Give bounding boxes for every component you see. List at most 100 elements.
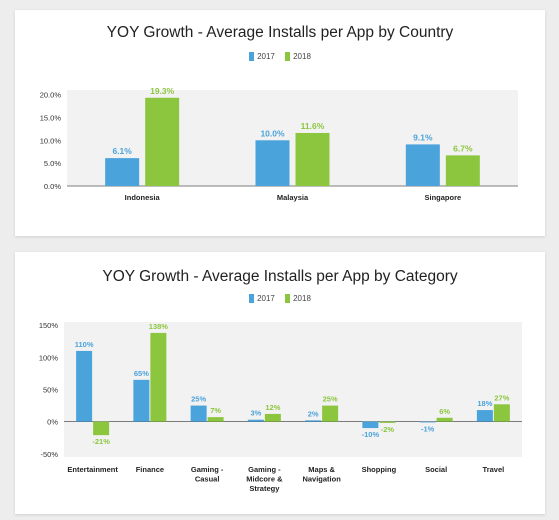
data-label-finance-2017: 65%: [134, 369, 149, 378]
data-label-entertainment-2017: 110%: [75, 340, 94, 349]
bar-singapore-2018: [445, 155, 480, 186]
bar-maps-navigation-2017: [305, 420, 322, 422]
data-label-entertainment-2018: -21%: [92, 437, 110, 446]
x-tick-label-gaming-midcore-strategy: Gaming -Midcore & Strategy: [246, 465, 283, 493]
bar-travel-2017: [476, 410, 493, 422]
legend-label-2018: 2018: [293, 52, 311, 61]
data-label-gaming-casual-2017: 25%: [191, 395, 206, 404]
x-tick-label-line: Gaming -: [248, 465, 281, 474]
data-label-travel-2017: 18%: [477, 399, 492, 408]
bar-maps-navigation-2018: [322, 405, 339, 422]
bar-gaming-casual-2018: [207, 417, 224, 422]
x-tick-label-shopping: Shopping: [362, 465, 397, 474]
country-chart-legend: 2017 2018: [15, 52, 545, 61]
x-tick-label-entertainment: Entertainment: [67, 465, 118, 474]
x-tick-label-finance: Finance: [136, 465, 164, 474]
legend-item-2017: 2017: [249, 294, 275, 303]
bar-social-2017: [419, 421, 436, 423]
data-label-gaming-midcore-strategy-2017: 3%: [250, 409, 261, 418]
x-tick-label-indonesia: Indonesia: [125, 193, 161, 202]
country-chart-title: YOY Growth - Average Installs per App by…: [106, 24, 454, 41]
bar-shopping-2017: [362, 421, 379, 429]
x-tick-label-line: Singapore: [424, 193, 461, 202]
x-tick-label-line: Shopping: [362, 465, 397, 474]
country-chart-card: YOY Growth - Average Installs per App by…: [15, 10, 545, 236]
data-label-maps-navigation-2017: 2%: [308, 409, 319, 418]
y-tick-label: 0.0%: [44, 182, 61, 191]
y-tick-label: 100%: [39, 353, 59, 362]
bar-malaysia-2018: [295, 132, 330, 186]
bar-entertainment-2017: [76, 350, 93, 422]
legend-item-2018: 2018: [285, 294, 311, 303]
data-label-shopping-2018: -2%: [381, 425, 395, 434]
y-tick-label: 10.0%: [40, 136, 62, 145]
category-chart-legend: 2017 2018: [15, 294, 545, 303]
x-tick-label-travel: Travel: [483, 465, 505, 474]
data-label-indonesia-2018: 19.3%: [150, 86, 175, 96]
bar-gaming-midcore-strategy-2017: [247, 419, 264, 422]
y-tick-label: 150%: [39, 321, 59, 330]
category-chart-title: YOY Growth - Average Installs per App by…: [102, 268, 458, 285]
x-tick-label-line: Indonesia: [125, 193, 161, 202]
data-label-shopping-2017: -10%: [362, 430, 380, 439]
bar-social-2018: [436, 417, 453, 422]
bar-entertainment-2018: [93, 421, 110, 436]
bar-gaming-midcore-strategy-2018: [264, 413, 281, 422]
plot-background: [64, 322, 522, 457]
x-tick-label-line: Social: [425, 465, 447, 474]
x-tick-label-social: Social: [425, 465, 447, 474]
data-label-maps-navigation-2018: 25%: [323, 395, 338, 404]
y-tick-label: 20.0%: [40, 91, 62, 100]
bar-indonesia-2018: [145, 97, 180, 186]
x-tick-label-line: Casual: [195, 475, 220, 484]
country-chart-plot: 20.0% 15.0% 10.0% 5.0% 0.0% 6.1% 19.3% Indonesi…: [40, 86, 518, 202]
bar-malaysia-2017: [255, 140, 290, 186]
bar-finance-2017: [133, 379, 150, 422]
x-tick-label-maps-navigation: Maps & Navigation: [302, 465, 341, 484]
bar-singapore-2017: [405, 144, 440, 186]
data-label-singapore-2017: 9.1%: [413, 132, 433, 142]
data-label-social-2018: 6%: [439, 407, 450, 416]
bar-indonesia-2017: [105, 158, 140, 186]
legend-swatch-2018: [285, 294, 291, 303]
data-label-travel-2018: 27%: [494, 393, 509, 402]
data-label-gaming-midcore-strategy-2018: 12%: [265, 403, 280, 412]
x-tick-label-line: Midcore &: [246, 475, 283, 484]
y-tick-label: 5.0%: [44, 159, 61, 168]
data-label-finance-2018: 138%: [149, 322, 169, 331]
x-tick-label-gaming-casual: Gaming -Casual: [191, 465, 224, 484]
x-tick-label-line: Strategy: [249, 484, 280, 493]
data-label-gaming-casual-2018: 7%: [210, 406, 221, 415]
legend-item-2017: 2017: [249, 52, 275, 61]
x-tick-label-line: Travel: [483, 465, 505, 474]
legend-item-2018: 2018: [285, 52, 311, 61]
x-tick-label-line: Finance: [136, 465, 164, 474]
legend-swatch-2018: [285, 52, 291, 61]
bar-shopping-2018: [379, 421, 396, 423]
x-tick-label-malaysia: Malaysia: [277, 193, 309, 202]
data-label-indonesia-2017: 6.1%: [112, 146, 132, 156]
x-tick-label-line: Navigation: [302, 475, 341, 484]
x-tick-label-singapore: Singapore: [424, 193, 461, 202]
bar-finance-2018: [150, 332, 167, 422]
legend-swatch-2017: [249, 52, 255, 61]
legend-label-2017: 2017: [257, 52, 275, 61]
x-tick-label-line: Gaming -: [191, 465, 224, 474]
data-label-social-2017: -1%: [421, 424, 435, 433]
y-tick-label: 15.0%: [40, 113, 62, 122]
bar-gaming-casual-2017: [190, 405, 207, 422]
data-label-malaysia-2018: 11.6%: [301, 121, 325, 131]
x-tick-label-line: Entertainment: [67, 465, 118, 474]
data-label-singapore-2018: 6.7%: [453, 143, 473, 153]
legend-label-2018: 2018: [293, 294, 311, 303]
legend-swatch-2017: [249, 294, 255, 303]
x-tick-label-line: Malaysia: [277, 193, 309, 202]
y-tick-label: -50%: [40, 450, 58, 459]
category-chart-card: YOY Growth - Average Installs per App by…: [15, 252, 545, 514]
category-chart-plot: 150% 100% 50% 0% -50% 110% -21% Entertainment 65…: [39, 321, 522, 493]
x-tick-label-line: Maps &: [308, 465, 335, 474]
y-tick-label: 50%: [43, 386, 58, 395]
bar-travel-2018: [493, 404, 510, 422]
data-label-malaysia-2017: 10.0%: [260, 128, 285, 138]
plot-background: [67, 90, 518, 186]
